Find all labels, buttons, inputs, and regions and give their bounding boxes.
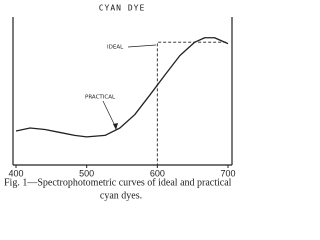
series-line — [15, 37, 229, 138]
practical-label: PRACTICAL — [85, 95, 116, 101]
x-tick-label: 500 — [79, 168, 94, 178]
x-tick-label: 700 — [220, 168, 235, 178]
practical-arrow — [113, 123, 118, 130]
series-line — [16, 41, 228, 166]
chart: CYAN DYE IDEAL PRACTICAL Fig. 1—Spectrop… — [4, 4, 236, 202]
caption-line: Fig. 1—Spectrophotometric curves of idea… — [4, 177, 232, 188]
ideal-leader — [127, 44, 157, 48]
page: {"chart_data":{"type":"line","title":"CY… — [4, 3, 236, 202]
ideal-label: IDEAL — [107, 45, 124, 51]
x-tick-label: 600 — [150, 168, 165, 178]
x-tick-label: 400 — [8, 168, 23, 178]
caption-line: cyan dyes. — [100, 190, 142, 201]
practical-leader — [102, 100, 117, 129]
chart-title: CYAN DYE — [99, 4, 146, 13]
